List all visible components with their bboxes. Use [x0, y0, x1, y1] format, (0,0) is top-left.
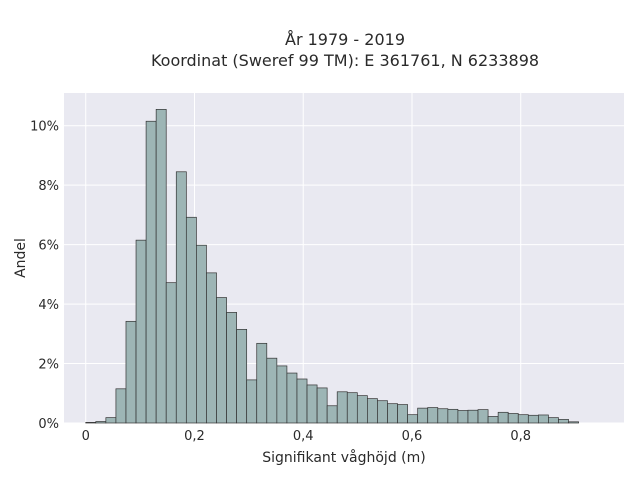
y-axis-ticks: 0% 2% 4% 6% 8% 10% [30, 120, 59, 432]
histogram-bar [145, 120, 157, 424]
histogram-bar [196, 244, 207, 424]
histogram-bar [427, 407, 439, 424]
histogram-bar [437, 408, 449, 424]
histogram-bar [175, 171, 187, 424]
histogram-bar [105, 417, 117, 424]
histogram-bar [306, 384, 318, 424]
histogram-bar [296, 378, 308, 424]
y-tick-label: 8% [38, 179, 59, 194]
histogram-bar [115, 388, 127, 424]
chart-title-line-2: Koordinat (Sweref 99 TM): E 361761, N 62… [151, 51, 539, 70]
histogram-bar [568, 421, 579, 424]
histogram-bar [507, 413, 519, 424]
histogram-bar [256, 342, 268, 424]
histogram-bar [497, 411, 509, 424]
chart-title-line-1: År 1979 - 2019 [285, 30, 405, 49]
histogram-bar [407, 414, 419, 424]
histogram-bar [538, 414, 549, 424]
histogram-bar [266, 357, 278, 424]
histogram-bar [487, 416, 499, 424]
x-tick-label: 0,2 [184, 429, 205, 444]
histogram-bar [206, 272, 217, 424]
histogram-bar [85, 422, 97, 424]
histogram-bar [457, 410, 469, 424]
histogram-bar [276, 365, 288, 424]
x-tick-label: 0,4 [293, 429, 314, 444]
x-tick-label: 0,6 [402, 429, 423, 444]
histogram-bar [316, 387, 328, 424]
histogram-bar [447, 408, 459, 424]
histogram-bar [185, 216, 197, 424]
histogram-bar [527, 414, 539, 424]
histogram-bar [397, 404, 408, 424]
histogram-bar [377, 400, 388, 424]
histogram-bar [95, 421, 107, 424]
histogram-bar [417, 407, 429, 424]
histogram-bar [236, 329, 248, 424]
histogram-bar [216, 297, 227, 424]
histogram-bar [155, 109, 167, 424]
y-tick-label: 4% [38, 298, 59, 313]
x-axis-label: Signifikant våghöjd (m) [262, 449, 425, 466]
x-axis-ticks: 0 0,2 0,4 0,6 0,8 [82, 429, 531, 444]
histogram-bar [387, 403, 398, 424]
histogram-bars [85, 109, 579, 424]
y-tick-label: 0% [38, 417, 59, 432]
histogram-bar [477, 409, 489, 424]
histogram-bar [367, 398, 378, 424]
x-tick-label: 0 [82, 429, 90, 444]
histogram-bar [125, 320, 137, 424]
histogram-bar [517, 414, 529, 424]
histogram-bar [226, 312, 237, 424]
y-tick-label: 10% [30, 120, 59, 135]
histogram-bar [336, 391, 348, 424]
histogram-bar [548, 417, 559, 424]
histogram-bar [326, 405, 338, 424]
histogram-bar [558, 419, 569, 424]
histogram-bar [135, 239, 147, 424]
x-tick-label: 0,8 [510, 429, 531, 444]
histogram-bar [356, 395, 368, 424]
histogram-bar [346, 392, 358, 424]
y-axis-label: Andel [13, 238, 29, 278]
histogram-bar [246, 379, 258, 424]
histogram-bar [286, 372, 298, 424]
histogram-bar [467, 409, 479, 424]
y-tick-label: 2% [38, 358, 59, 373]
y-tick-label: 6% [38, 239, 59, 254]
histogram-bar [165, 282, 177, 424]
